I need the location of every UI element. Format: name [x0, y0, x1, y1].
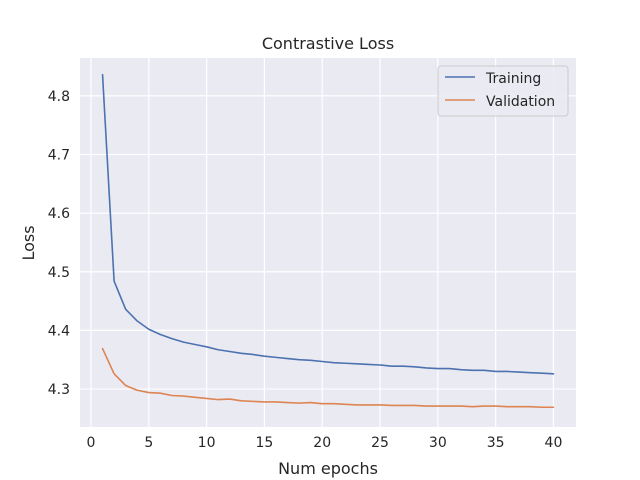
y-tick-label: 4.3: [48, 382, 70, 398]
legend-training-label: Training: [485, 71, 541, 87]
y-tick-labels: 4.3 4.4 4.5 4.6 4.7 4.8: [48, 89, 70, 398]
x-tick-label: 35: [487, 435, 505, 451]
series-layer: [101, 73, 555, 409]
legend-box: [437, 65, 569, 117]
x-tick-label: 10: [198, 435, 216, 451]
plot-area: [80, 58, 576, 427]
x-tick-label: 0: [87, 435, 96, 451]
series-line-validation: [101, 347, 555, 409]
x-tick-label: 20: [313, 435, 331, 451]
chart-title: Contrastive Loss: [262, 34, 394, 53]
y-grid: [80, 95, 576, 390]
x-tick-label: 30: [429, 435, 447, 451]
x-tick-label: 25: [371, 435, 389, 451]
x-tick-labels: 0 5 10 15 20 25 30 35 40: [87, 435, 563, 451]
x-grid: [90, 58, 555, 427]
y-tick-label: 4.8: [48, 89, 70, 105]
x-axis-title: Num epochs: [278, 459, 378, 478]
y-tick-label: 4.4: [48, 323, 70, 339]
legend: Training Validation: [437, 65, 569, 117]
y-tick-label: 4.7: [48, 147, 70, 163]
legend-validation-label: Validation: [486, 94, 555, 110]
x-tick-label: 5: [144, 435, 153, 451]
y-tick-label: 4.6: [48, 206, 70, 222]
x-tick-label: 15: [255, 435, 273, 451]
series-line-training: [101, 73, 555, 375]
x-tick-label: 40: [545, 435, 563, 451]
y-tick-label: 4.5: [48, 265, 70, 281]
y-axis-title: Loss: [19, 225, 38, 260]
